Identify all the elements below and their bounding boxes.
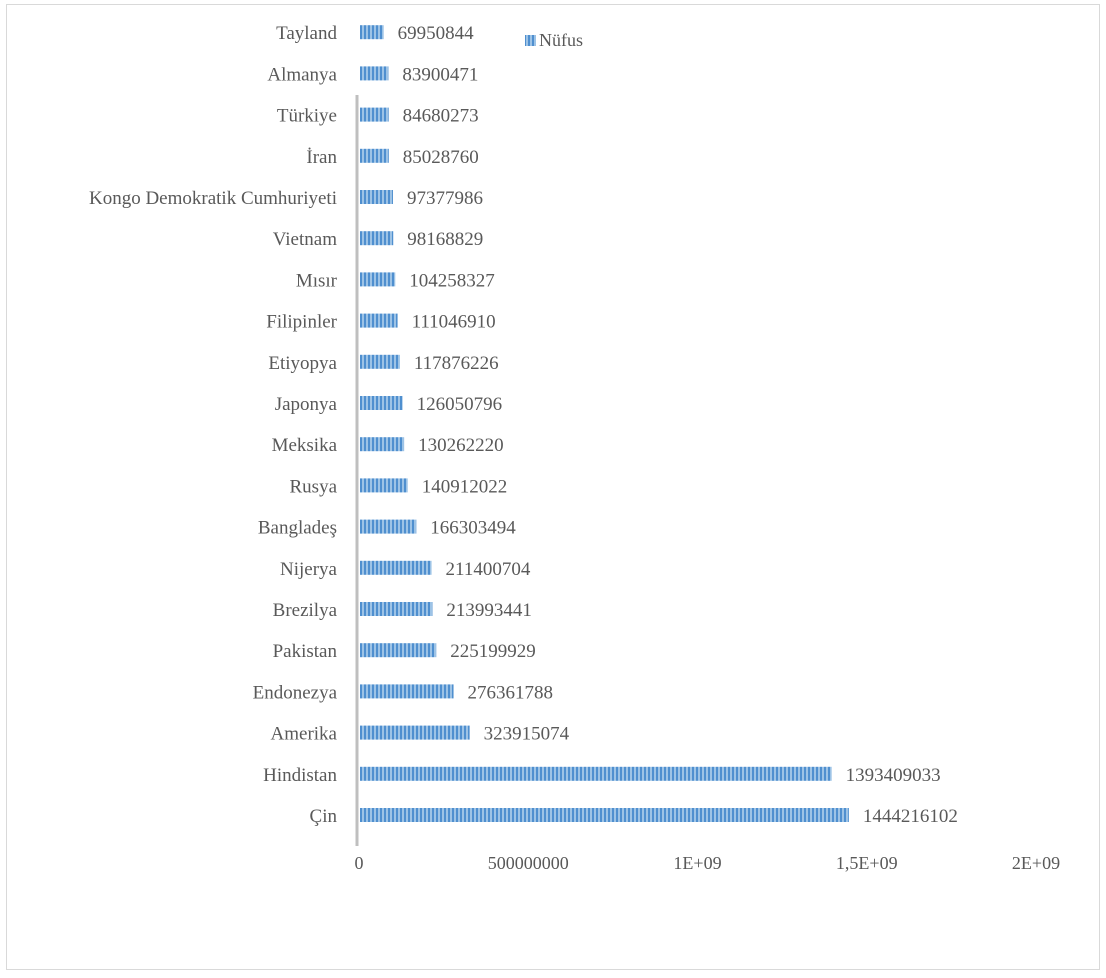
category-label: Mısır — [296, 270, 338, 291]
category-label: Türkiye — [277, 106, 337, 127]
category-label: İran — [306, 147, 337, 168]
bar — [360, 190, 393, 204]
category-label: Amerika — [271, 724, 338, 745]
bar — [360, 478, 408, 493]
bar — [360, 519, 417, 534]
bar — [360, 354, 400, 369]
bar — [360, 602, 433, 616]
value-label: 213993441 — [446, 600, 532, 621]
legend-label: Nüfus — [539, 30, 583, 50]
bar — [360, 148, 389, 163]
value-label: 130262220 — [418, 435, 504, 456]
x-tick-label: 500000000 — [488, 853, 569, 873]
category-label: Çin — [310, 806, 338, 827]
value-label: 104258327 — [409, 270, 495, 291]
category-label: Almanya — [267, 64, 337, 85]
category-label: Etiyopya — [268, 353, 337, 374]
category-label: Endonezya — [253, 682, 338, 703]
value-label: 84680273 — [403, 106, 479, 127]
value-label: 225199929 — [450, 641, 536, 662]
bar — [360, 684, 454, 699]
plot-area: Çin 1444216102 Hindistan 1393409033 Amerika 3… — [89, 23, 958, 827]
bar — [360, 396, 403, 410]
value-label: 276361788 — [468, 682, 554, 703]
value-label: 126050796 — [417, 394, 503, 415]
category-label: Brezilya — [273, 600, 338, 621]
value-label: 83900471 — [402, 64, 478, 85]
x-axis: 0 500000000 1E+09 1,5E+09 2E+09 — [355, 853, 1061, 873]
bar — [360, 643, 437, 658]
value-label: 140912022 — [422, 476, 508, 497]
value-label: 166303494 — [430, 518, 516, 539]
category-label: Filipinler — [266, 312, 337, 333]
x-tick-label: 1E+09 — [673, 853, 721, 873]
x-tick-label: 1,5E+09 — [836, 853, 898, 873]
value-label: 85028760 — [403, 147, 479, 168]
value-label: 111046910 — [412, 312, 496, 333]
value-label: 97377986 — [407, 188, 483, 209]
bar — [360, 725, 470, 740]
x-tick-label: 0 — [355, 853, 364, 873]
category-label: Rusya — [290, 476, 338, 497]
category-label: Pakistan — [273, 641, 338, 662]
value-label: 323915074 — [484, 724, 570, 745]
value-label: 117876226 — [414, 353, 499, 374]
value-label: 1444216102 — [863, 806, 958, 827]
bar — [360, 66, 389, 81]
bar — [360, 231, 394, 246]
bar — [360, 808, 849, 822]
value-label: 98168829 — [407, 229, 483, 250]
bar — [360, 560, 432, 575]
value-label: 69950844 — [398, 23, 475, 44]
bar — [360, 107, 389, 122]
bar — [360, 25, 384, 40]
bar — [360, 272, 396, 287]
value-label: 211400704 — [446, 559, 531, 580]
bar — [360, 437, 405, 452]
category-label: Tayland — [276, 23, 337, 44]
category-label: Hindistan — [263, 765, 337, 786]
category-label: Meksika — [272, 435, 338, 456]
x-tick-label: 2E+09 — [1012, 853, 1060, 873]
category-label: Kongo Demokratik Cumhuriyeti — [89, 188, 337, 209]
legend: Nüfus — [525, 30, 583, 50]
category-label: Vietnam — [273, 229, 338, 250]
bar — [360, 766, 832, 781]
bar — [360, 313, 398, 328]
legend-swatch — [525, 35, 536, 46]
category-label: Bangladeş — [258, 518, 337, 539]
category-label: Nijerya — [280, 559, 338, 580]
category-label: Japonya — [275, 394, 338, 415]
value-label: 1393409033 — [846, 765, 941, 786]
